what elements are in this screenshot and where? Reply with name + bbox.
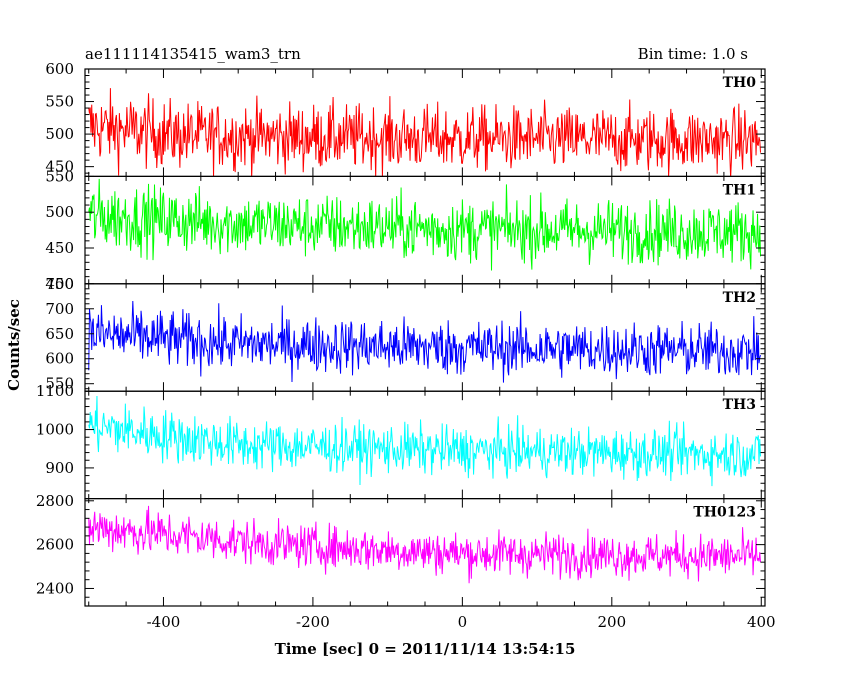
y-tick-label: 500 [45, 203, 74, 221]
x-axis-label: Time [sec] 0 = 2011/11/14 13:54:15 [275, 640, 576, 658]
y-tick-label: 1000 [36, 421, 74, 439]
x-tick-label: -200 [296, 613, 330, 631]
x-tick-label: 400 [747, 613, 776, 631]
panel-label: TH2 [723, 290, 756, 306]
chart-title: ae111114135415_wam3_trn [85, 45, 301, 63]
y-tick-label: 550 [45, 167, 74, 185]
series-th0 [88, 88, 762, 177]
series-th0123 [88, 505, 762, 584]
panel-th2: 550 600 650 700 750 TH2 [45, 275, 766, 393]
panel-th1: 400 450 500 550 TH1 [45, 167, 766, 293]
y-tick-label: 650 [45, 325, 74, 343]
y-tick-label: 450 [45, 158, 74, 176]
panel-label: TH3 [723, 397, 756, 413]
panel-label: TH0123 [693, 505, 756, 521]
bin-time-label: Bin time: 1.0 s [638, 45, 748, 63]
x-tick-label: 0 [458, 613, 468, 631]
y-tick-label: 750 [45, 275, 74, 293]
series-th2 [88, 300, 762, 383]
panel-label: TH0 [723, 75, 757, 91]
x-tick-labels: -400 -200 0 200 400 [147, 613, 776, 631]
y-tick-label: 1100 [36, 382, 74, 400]
x-tick-label: -400 [147, 613, 181, 631]
y-axis-label: Counts/sec [5, 299, 23, 391]
panels: 450 500 550 600 TH0 400 450 500 550 TH1 550 600 650 7… [36, 60, 766, 607]
panel-th0: 450 500 550 600 TH0 [45, 60, 766, 178]
series-th3 [88, 395, 762, 487]
y-tick-label: 600 [45, 60, 74, 78]
y-tick-label: 900 [45, 459, 74, 477]
y-tick-label: 450 [45, 239, 74, 257]
series-th1 [88, 178, 762, 271]
panel-label: TH1 [723, 182, 756, 198]
y-tick-label: 2400 [36, 579, 74, 597]
y-tick-label: 600 [45, 350, 74, 368]
y-tick-label: 2600 [36, 536, 74, 554]
panel-th0123: 2400 2600 2800 TH0123 [36, 492, 766, 607]
y-tick-label: 550 [45, 375, 74, 393]
y-tick-label: 500 [45, 125, 74, 143]
y-tick-label: 400 [45, 275, 74, 293]
panel-th3: 900 1000 1100 TH3 [36, 382, 766, 500]
y-tick-label: 700 [45, 300, 74, 318]
y-tick-label: 550 [45, 93, 74, 111]
y-tick-label: 2800 [36, 492, 74, 510]
x-tick-label: 200 [597, 613, 626, 631]
